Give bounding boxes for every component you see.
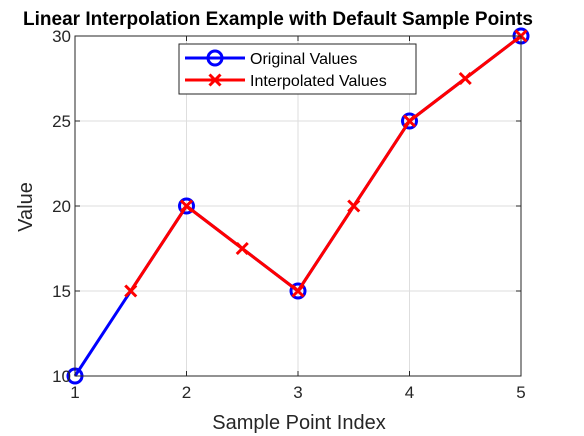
tick-layer: 1 2 3 4 5 10 15 20 25 30 [52, 27, 526, 402]
y-tick-label: 15 [52, 282, 71, 301]
series-layer [66, 27, 530, 385]
y-tick-label: 25 [52, 112, 71, 131]
x-axis-label: Sample Point Index [212, 412, 385, 434]
y-tick-label: 10 [52, 367, 71, 386]
data-point-circle [289, 282, 307, 300]
chart-title: Linear Interpolation Example with Defaul… [23, 9, 533, 30]
legend: Original Values Interpolated Values [178, 43, 417, 95]
data-point-circle [401, 112, 418, 130]
data-point-x [124, 284, 138, 298]
x-tick-label: 1 [70, 383, 79, 402]
data-point-x [402, 114, 417, 128]
data-point-circle [206, 49, 224, 67]
y-axis-label: Value [15, 182, 37, 232]
data-point-x [235, 241, 249, 256]
x-tick-label: 4 [405, 383, 414, 402]
series-line [129, 34, 522, 293]
legend-item: Interpolated Values [185, 73, 387, 90]
legend-label: Interpolated Values [250, 73, 387, 90]
data-point-x [179, 199, 194, 213]
legend-label: Original Values [250, 51, 357, 68]
legend-item: Original Values [185, 49, 357, 68]
x-tick-label: 5 [516, 383, 525, 402]
data-point-x [208, 73, 222, 87]
x-tick-label: 3 [293, 383, 302, 402]
y-tick-label: 20 [52, 197, 71, 216]
data-point-x [347, 199, 361, 213]
data-point-x [458, 71, 472, 86]
x-tick-label: 2 [182, 383, 191, 402]
data-point-x [291, 284, 305, 298]
y-tick-label: 30 [52, 27, 71, 46]
series-interpolated-values [124, 29, 528, 298]
data-point-circle [178, 197, 195, 215]
